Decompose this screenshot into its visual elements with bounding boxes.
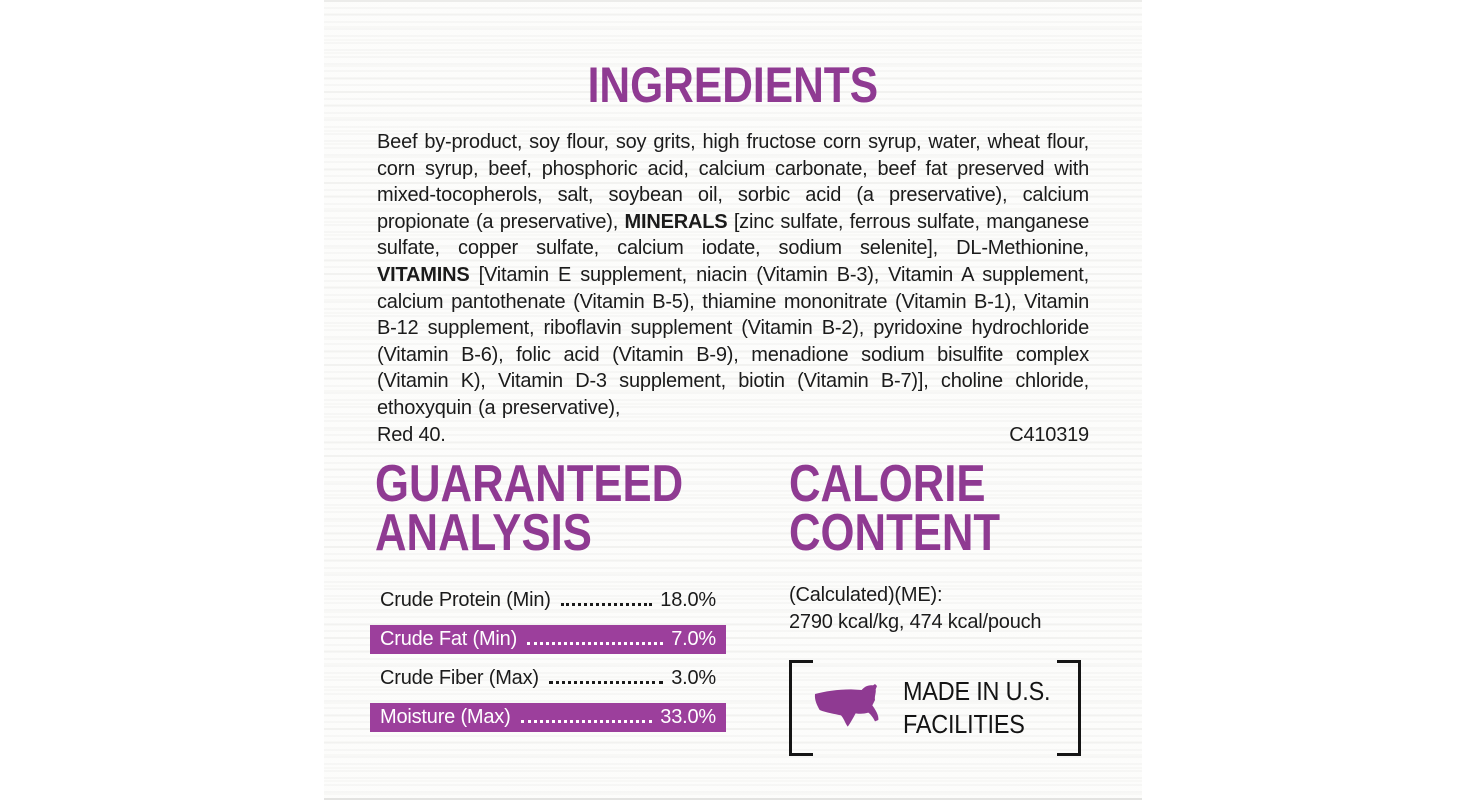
table-row: Crude Fat (Min) 7.0% <box>370 625 726 654</box>
made-in-line2: FACILITIES <box>903 709 1025 739</box>
made-in-line1: MADE IN U.S. <box>903 676 1051 706</box>
calorie-content-section: CALORIE CONTENT (Calculated)(ME): 2790 k… <box>789 458 1119 756</box>
ingredients-last-item: Red 40. <box>377 423 446 446</box>
calorie-calculated-line: (Calculated)(ME): <box>789 584 943 606</box>
ingredients-part2: [zinc sulfate, ferrous sulfate, manganes… <box>377 210 1089 260</box>
ingredients-part3: [Vitamin E supplement, niacin (Vitamin B… <box>377 263 1089 419</box>
guaranteed-analysis-title-line1: GUARANTEED <box>375 455 684 513</box>
product-label: INGREDIENTS Beef by-product, soy flour, … <box>324 0 1142 800</box>
right-bracket <box>1057 660 1081 756</box>
table-row: Crude Fiber (Max) 3.0% <box>370 664 726 693</box>
row-label: Crude Protein (Min) <box>380 589 551 611</box>
guaranteed-analysis-section: GUARANTEED ANALYSIS Crude Protein (Min) 1… <box>370 458 726 742</box>
row-label: Moisture (Max) <box>380 706 511 728</box>
ingredients-text: Beef by-product, soy flour, soy grits, h… <box>377 129 1089 422</box>
ingredients-part1: Beef by-product, soy flour, soy grits, h… <box>377 131 1089 233</box>
minerals-label: MINERALS <box>624 210 728 233</box>
calorie-values-line: 2790 kcal/kg, 474 kcal/pouch <box>789 611 1042 633</box>
ingredients-title: INGREDIENTS <box>324 2 1142 114</box>
dotted-leader <box>548 681 664 684</box>
ingredients-title-text: INGREDIENTS <box>587 57 879 113</box>
calorie-content-title-line1: CALORIE <box>789 455 986 513</box>
dotted-leader <box>560 603 653 606</box>
row-value: 3.0% <box>671 667 716 689</box>
calorie-content-title: CALORIE CONTENT <box>789 458 1066 559</box>
dotted-leader <box>527 642 664 645</box>
table-row: Crude Protein (Min) 18.0% <box>370 586 726 615</box>
made-in-text: MADE IN U.S. FACILITIES <box>903 675 1051 741</box>
calorie-content-title-line2: CONTENT <box>789 504 1001 562</box>
table-row: Moisture (Max) 33.0% <box>370 703 726 732</box>
left-bracket <box>789 660 813 756</box>
guaranteed-analysis-title: GUARANTEED ANALYSIS <box>375 458 683 559</box>
calorie-text: (Calculated)(ME): 2790 kcal/kg, 474 kcal… <box>789 582 1119 636</box>
ingredients-last-line: Red 40. C410319 <box>377 422 1089 449</box>
usa-map-icon <box>814 684 879 727</box>
row-value: 7.0% <box>671 628 716 650</box>
vitamins-label: VITAMINS <box>377 263 470 286</box>
row-value: 33.0% <box>660 706 716 728</box>
row-value: 18.0% <box>660 589 716 611</box>
made-in-us-badge: MADE IN U.S. FACILITIES <box>789 660 1081 756</box>
ingredients-section: INGREDIENTS Beef by-product, soy flour, … <box>324 2 1142 448</box>
guaranteed-analysis-title-line2: ANALYSIS <box>375 504 592 562</box>
analysis-table: Crude Protein (Min) 18.0% Crude Fat (Min) 7… <box>370 586 726 732</box>
row-label: Crude Fiber (Max) <box>380 667 539 689</box>
row-label: Crude Fat (Min) <box>380 628 518 650</box>
lot-code: C410319 <box>1009 423 1089 446</box>
dotted-leader <box>520 720 653 723</box>
